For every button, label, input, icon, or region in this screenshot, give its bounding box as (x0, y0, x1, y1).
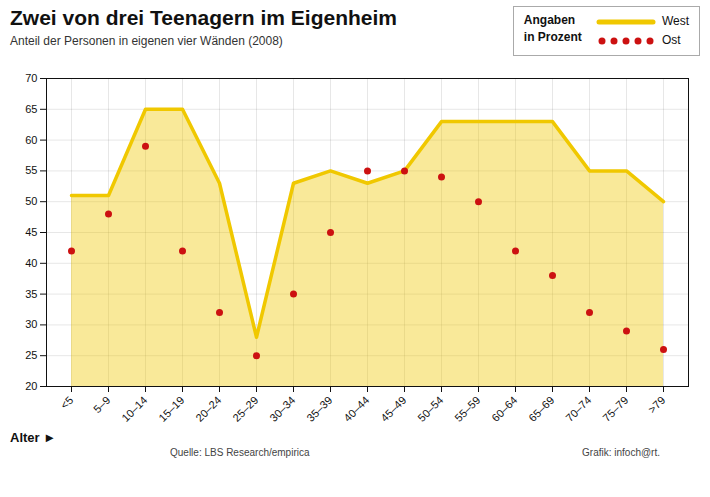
svg-text:35: 35 (25, 288, 37, 300)
svg-text:<5: <5 (58, 394, 75, 411)
svg-text:20: 20 (25, 380, 37, 392)
svg-text:5–9: 5–9 (91, 394, 112, 415)
svg-text:75–79: 75–79 (600, 394, 630, 424)
svg-text:30–34: 30–34 (267, 394, 297, 424)
svg-text:45–49: 45–49 (378, 394, 408, 424)
svg-text:70–74: 70–74 (563, 394, 593, 424)
html-text:Ost: Ost (661, 33, 681, 48)
svg-text:10–14: 10–14 (119, 394, 149, 424)
svg-text:35–39: 35–39 (304, 394, 334, 424)
svg-text:65–69: 65–69 (526, 394, 556, 424)
svg-text:55–59: 55–59 (452, 394, 482, 424)
svg-text:30: 30 (25, 318, 37, 330)
svg-text:25: 25 (25, 349, 37, 361)
html-text:Alter ►: Alter ► (10, 430, 57, 445)
html-text:Anteil der Personen in eigenen: Anteil der Personen in eigenen vier Wänd… (10, 34, 283, 48)
html-text:Grafik: infoch@rt.: Grafik: infoch@rt. (582, 447, 660, 458)
svg-text:50: 50 (25, 195, 37, 207)
svg-text:20–24: 20–24 (193, 394, 223, 424)
html-text:Angaben: Angaben (523, 13, 576, 27)
svg-text:>79: >79 (646, 394, 668, 416)
svg-text:50–54: 50–54 (415, 394, 445, 424)
svg-text:55: 55 (25, 164, 37, 176)
svg-text:45: 45 (25, 226, 37, 238)
svg-text:65: 65 (25, 103, 37, 115)
html-text:Quelle: LBS Research/empirica: Quelle: LBS Research/empirica (170, 447, 310, 458)
html-text:Zwei von drei Teenagern im Eig: Zwei von drei Teenagern im Eigenheim (10, 6, 397, 29)
svg-text:60–64: 60–64 (489, 394, 519, 424)
svg-text:40: 40 (25, 257, 37, 269)
svg-text:40–44: 40–44 (341, 394, 371, 424)
html-text:in Prozent: in Prozent (523, 29, 582, 44)
svg-text:60: 60 (25, 134, 37, 146)
svg-text:15–19: 15–19 (156, 394, 186, 424)
html-text:West: West (661, 14, 689, 28)
svg-text:25–29: 25–29 (230, 394, 260, 424)
svg-text:70: 70 (25, 72, 37, 84)
